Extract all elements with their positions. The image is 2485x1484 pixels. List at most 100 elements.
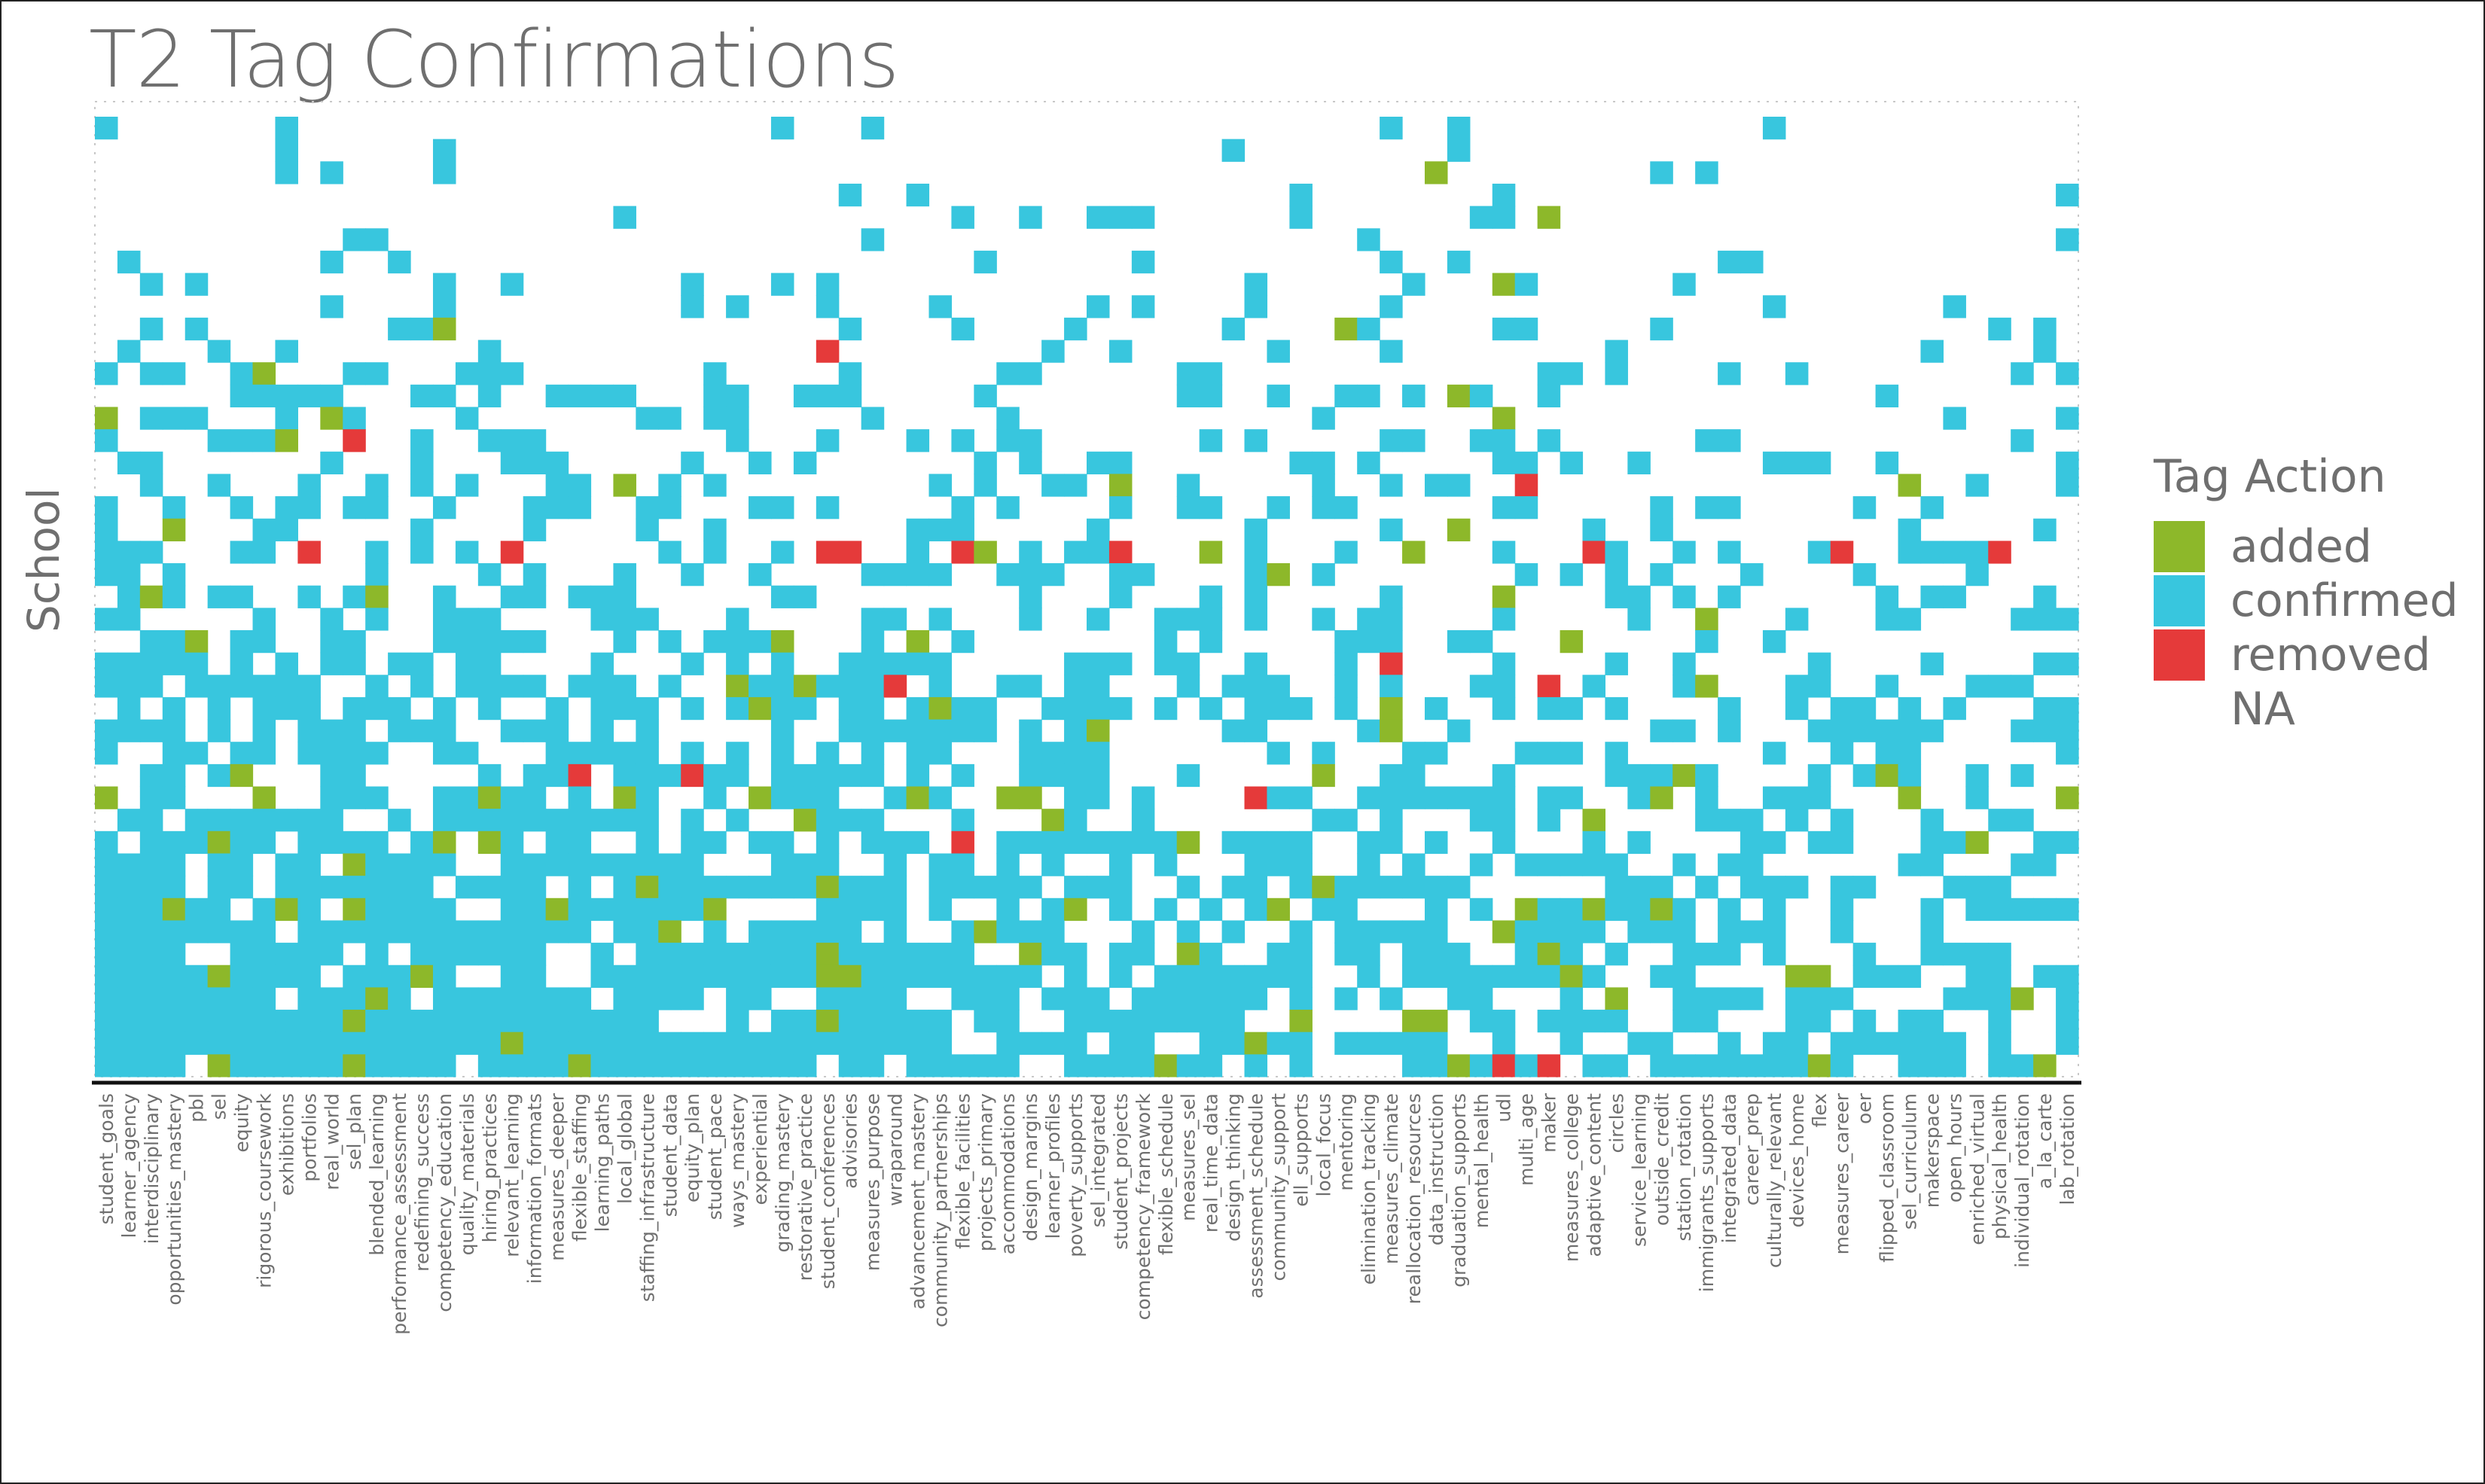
- heatmap-cell-confirmed: [1087, 652, 1110, 675]
- heatmap-cell-confirmed: [1740, 920, 1764, 943]
- heatmap-cell-confirmed: [139, 317, 163, 341]
- heatmap-cell-confirmed: [1199, 964, 1223, 988]
- heatmap-cell-confirmed: [1627, 451, 1651, 475]
- heatmap-cell-confirmed: [590, 809, 614, 832]
- x-tick-label: design_thinking: [1223, 1093, 1245, 1242]
- heatmap-cell-confirmed: [1176, 384, 1200, 408]
- heatmap-cell-confirmed: [275, 853, 298, 876]
- heatmap-cell-confirmed: [1108, 585, 1133, 608]
- heatmap-cell-confirmed: [951, 876, 974, 899]
- heatmap-cell-confirmed: [703, 518, 727, 541]
- heatmap-cell-confirmed: [726, 809, 749, 832]
- heatmap-cell-confirmed: [139, 809, 163, 832]
- heatmap-cell-confirmed: [95, 1054, 118, 1077]
- heatmap-cell-confirmed: [838, 317, 862, 341]
- heatmap-cell-confirmed: [1965, 987, 1989, 1010]
- heatmap-cell-confirmed: [2033, 696, 2057, 721]
- heatmap-cell-confirmed: [432, 496, 456, 520]
- heatmap-cell-added: [343, 897, 366, 922]
- heatmap-cell-confirmed: [1695, 987, 1718, 1010]
- x-tick-label: student_data: [659, 1093, 681, 1217]
- heatmap-cell-confirmed: [95, 830, 118, 855]
- heatmap-cell-confirmed: [1718, 250, 1741, 274]
- heatmap-cell-added: [1447, 518, 1471, 541]
- heatmap-cell-confirmed: [726, 964, 749, 988]
- heatmap-cell-confirmed: [1131, 1031, 1155, 1055]
- heatmap-cell-confirmed: [1176, 1054, 1200, 1077]
- x-tick-label: flipped_classroom: [1877, 1093, 1898, 1263]
- x-tick-label: measures_college: [1561, 1093, 1583, 1262]
- heatmap-cell-confirmed: [636, 608, 659, 631]
- heatmap-cell-confirmed: [2033, 340, 2057, 363]
- heatmap-cell-added: [906, 629, 930, 654]
- heatmap-cell-confirmed: [951, 763, 974, 788]
- heatmap-cell-confirmed: [477, 763, 502, 788]
- heatmap-cell-confirmed: [1334, 384, 1358, 408]
- heatmap-cell-confirmed: [658, 496, 681, 520]
- heatmap-cell-confirmed: [1875, 608, 1899, 631]
- heatmap-cell-confirmed: [726, 696, 749, 721]
- heatmap-cell-confirmed: [838, 987, 862, 1010]
- heatmap-cell-removed: [1108, 541, 1133, 564]
- heatmap-cell-added: [613, 474, 636, 497]
- heatmap-cell-confirmed: [838, 1054, 862, 1077]
- heatmap-cell-confirmed: [1582, 675, 1606, 698]
- heatmap-cell-confirmed: [275, 876, 298, 899]
- heatmap-cell-confirmed: [320, 786, 343, 809]
- heatmap-cell-confirmed: [2011, 809, 2034, 832]
- heatmap-cell-confirmed: [1695, 809, 1718, 832]
- heatmap-cell-confirmed: [1560, 943, 1584, 966]
- heatmap-cell-confirmed: [613, 1054, 636, 1077]
- heatmap-cell-confirmed: [793, 920, 817, 943]
- heatmap-cell-confirmed: [117, 964, 141, 988]
- heatmap-cell-added: [1402, 1010, 1425, 1033]
- heatmap-cell-confirmed: [1943, 987, 1966, 1010]
- heatmap-cell-confirmed: [928, 563, 953, 587]
- heatmap-cell-added: [1807, 964, 1831, 988]
- heatmap-cell-confirmed: [861, 897, 885, 922]
- heatmap-cell-confirmed: [117, 897, 141, 922]
- heatmap-cell-confirmed: [1380, 295, 1403, 318]
- heatmap-cell-confirmed: [749, 563, 772, 587]
- heatmap-cell-confirmed: [816, 295, 840, 318]
- heatmap-cell-confirmed: [207, 853, 231, 876]
- x-tick-label: competency_education: [434, 1093, 456, 1312]
- heatmap-cell-confirmed: [1087, 451, 1110, 475]
- heatmap-cell-confirmed: [1492, 763, 1516, 788]
- heatmap-cell-confirmed: [1830, 920, 1854, 943]
- heatmap-cell-added: [1875, 763, 1899, 788]
- heatmap-cell-confirmed: [1830, 1054, 1854, 1077]
- heatmap-cell-confirmed: [1875, 585, 1899, 608]
- legend-label: confirmed: [2230, 574, 2459, 627]
- heatmap-cell-confirmed: [1380, 250, 1403, 274]
- heatmap-cell-confirmed: [1087, 675, 1110, 698]
- heatmap-cell-added: [1312, 763, 1335, 788]
- x-tick-label: sel: [209, 1093, 230, 1120]
- heatmap-cell-confirmed: [658, 853, 681, 876]
- heatmap-cell-confirmed: [681, 876, 704, 899]
- heatmap-cell-confirmed: [1514, 1054, 1538, 1077]
- heatmap-cell-confirmed: [410, 474, 434, 497]
- heatmap-cell-confirmed: [117, 451, 141, 475]
- heatmap-cell-confirmed: [1830, 876, 1854, 899]
- heatmap-cell-confirmed: [749, 876, 772, 899]
- heatmap-cell-added: [1492, 920, 1516, 943]
- heatmap-cell-confirmed: [770, 786, 794, 809]
- heatmap-cell-confirmed: [252, 830, 276, 855]
- heatmap-cell-confirmed: [703, 964, 727, 988]
- heatmap-cell-confirmed: [162, 920, 186, 943]
- heatmap-cell-confirmed: [1627, 763, 1651, 788]
- heatmap-cell-confirmed: [996, 1054, 1020, 1077]
- heatmap-cell-confirmed: [320, 1031, 343, 1055]
- heatmap-cell-confirmed: [1424, 943, 1448, 966]
- heatmap-cell-confirmed: [320, 809, 343, 832]
- heatmap-cell-confirmed: [636, 719, 659, 742]
- heatmap-cell-confirmed: [455, 474, 479, 497]
- heatmap-cell-confirmed: [928, 295, 953, 318]
- heatmap-cell-added: [1807, 1054, 1831, 1077]
- heatmap-cell-confirmed: [658, 407, 681, 430]
- heatmap-cell-confirmed: [117, 987, 141, 1010]
- heatmap-cell-confirmed: [1988, 1031, 2011, 1055]
- heatmap-cell-confirmed: [1605, 943, 1628, 966]
- heatmap-cell-confirmed: [320, 384, 343, 408]
